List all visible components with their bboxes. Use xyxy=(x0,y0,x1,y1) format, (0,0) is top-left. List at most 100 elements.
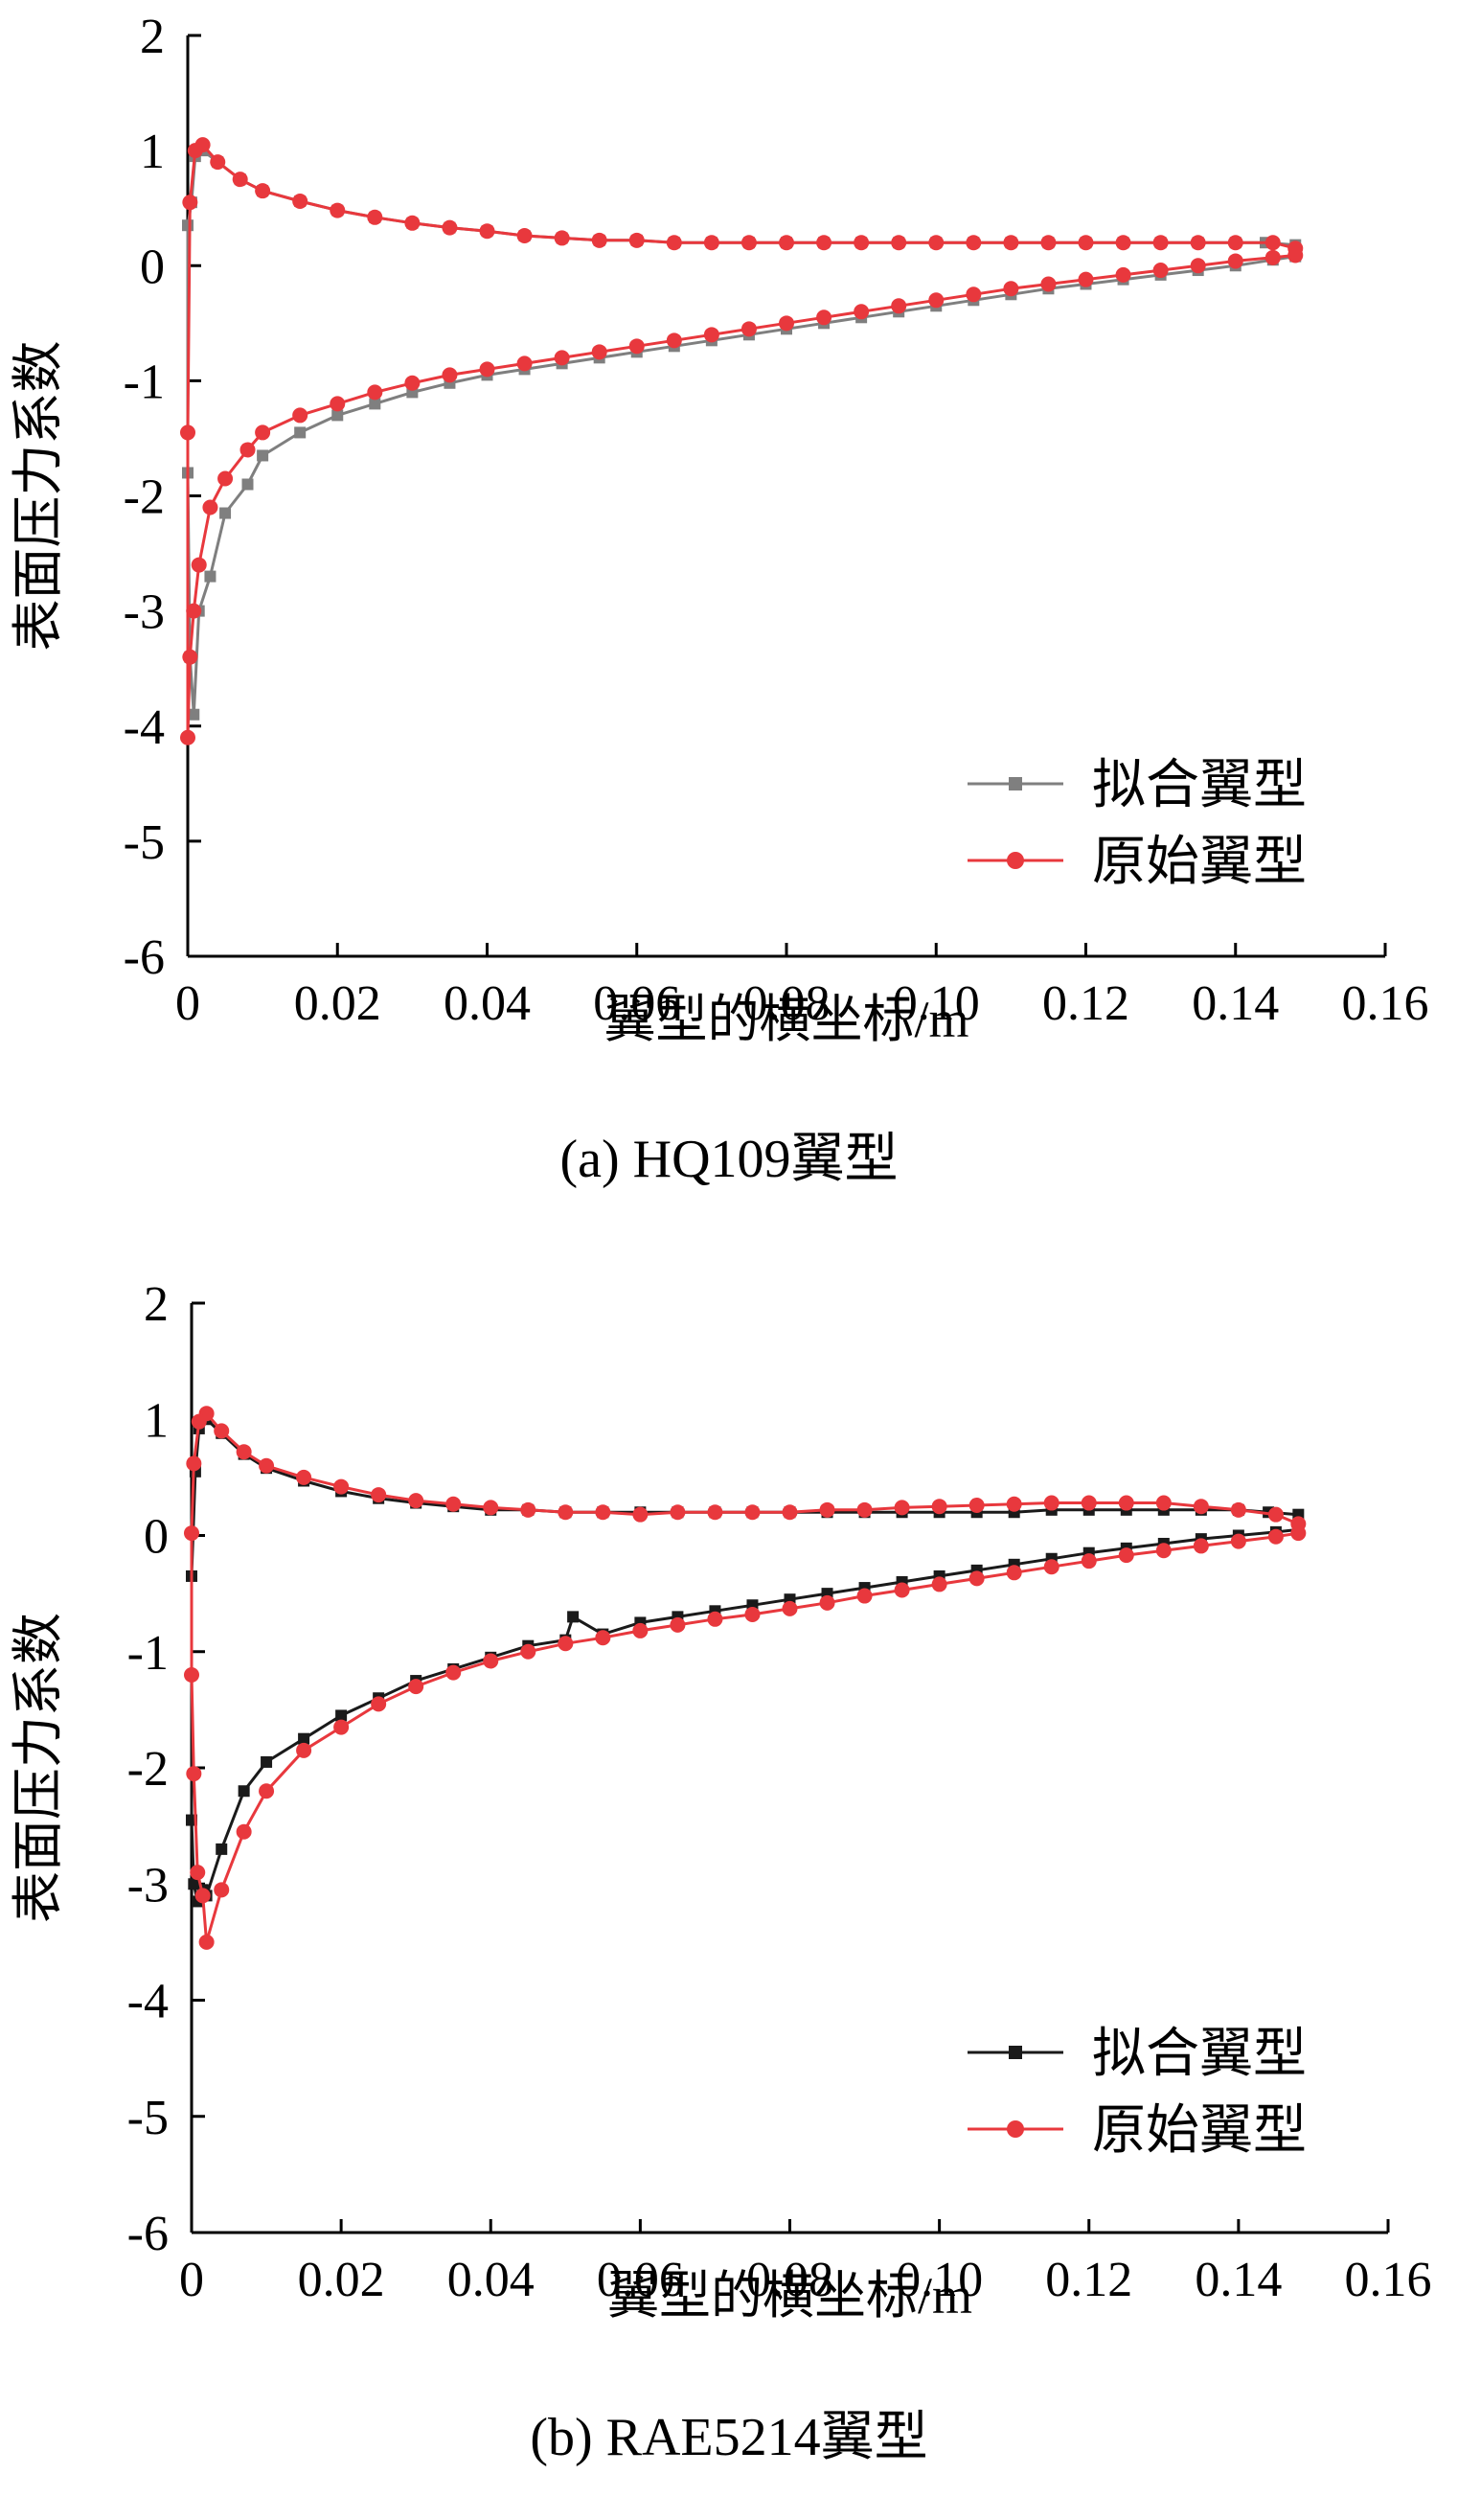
data-point-circle xyxy=(1287,247,1304,263)
data-point-circle xyxy=(1230,1501,1246,1518)
data-point-circle xyxy=(670,1504,686,1521)
data-point-circle xyxy=(1193,1538,1209,1554)
x-tick-label: 0.14 xyxy=(1192,976,1279,1031)
data-point-circle xyxy=(333,1478,350,1495)
data-point-circle xyxy=(670,1616,686,1633)
data-point-circle xyxy=(1190,258,1206,274)
data-point-circle xyxy=(891,235,907,251)
data-point-circle xyxy=(442,367,458,383)
data-point-circle xyxy=(520,1501,536,1518)
data-point-circle xyxy=(214,1882,230,1898)
data-point-circle xyxy=(479,223,495,240)
chart-panel-a: 0 0.02 0.04 0.06 0.08 0.10 0.12 0.14 0.16 2 1 0 -1 -2… xyxy=(10,10,1429,1189)
data-point-circle xyxy=(1155,1543,1172,1559)
data-point-circle xyxy=(210,154,226,171)
data-point-circle xyxy=(184,1525,199,1542)
legend-marker-circle xyxy=(1007,852,1024,869)
data-point-circle xyxy=(296,1469,312,1485)
data-point-circle xyxy=(1264,249,1281,265)
data-point-circle xyxy=(182,649,198,665)
x-tick-label: 0.16 xyxy=(1342,976,1429,1031)
data-point-circle xyxy=(928,292,945,309)
data-point-circle xyxy=(591,232,607,248)
series-original xyxy=(184,1406,1307,1950)
x-tick-label: 0.08 xyxy=(746,2253,833,2307)
data-point-circle xyxy=(255,424,271,441)
data-point-circle xyxy=(595,1504,611,1521)
y-tick-label: 2 xyxy=(144,1277,169,1332)
data-point-square xyxy=(294,426,307,439)
data-point-circle xyxy=(591,344,607,360)
data-point-circle xyxy=(707,1504,723,1521)
data-point-circle xyxy=(408,1679,424,1695)
data-point-circle xyxy=(190,1865,206,1881)
data-point-circle xyxy=(782,1504,798,1521)
data-point-circle xyxy=(1264,235,1281,251)
x-tick-label: 0.06 xyxy=(593,976,680,1031)
y-tick-label: 1 xyxy=(144,1393,169,1448)
data-point-square xyxy=(188,1878,200,1890)
data-point-circle xyxy=(856,1501,873,1518)
y-tick-label: 0 xyxy=(140,240,165,294)
legend-label: 拟合翼型 xyxy=(1092,2025,1307,2084)
data-point-circle xyxy=(779,315,794,332)
legend-label: 原始翼型 xyxy=(1092,2101,1307,2161)
data-point-square xyxy=(369,398,381,410)
data-point-circle xyxy=(445,1664,462,1681)
data-point-circle xyxy=(1227,253,1243,269)
data-point-circle xyxy=(1043,1495,1059,1511)
series-original xyxy=(180,137,1304,745)
data-point-circle xyxy=(666,235,682,251)
data-point-circle xyxy=(558,1636,574,1652)
x-tick-label: 0.16 xyxy=(1345,2253,1432,2307)
data-point-square xyxy=(182,219,194,232)
data-point-circle xyxy=(1043,1559,1059,1575)
data-point-circle xyxy=(1115,266,1131,283)
data-point-circle xyxy=(194,1888,211,1904)
data-point-circle xyxy=(232,172,248,188)
data-point-circle xyxy=(330,396,346,412)
data-point-circle xyxy=(202,499,218,515)
data-point-circle xyxy=(740,321,757,337)
data-point-circle xyxy=(632,1622,649,1638)
data-point-circle xyxy=(236,1823,252,1840)
data-point-square xyxy=(241,478,254,491)
data-point-circle xyxy=(236,1444,252,1460)
data-point-square xyxy=(331,409,344,422)
series-fitted xyxy=(186,1413,1305,1908)
data-point-circle xyxy=(1190,235,1206,251)
data-point-circle xyxy=(259,1783,275,1799)
y-tick-label: 2 xyxy=(140,10,165,64)
data-point-circle xyxy=(259,1457,275,1474)
x-tick-label: 0.08 xyxy=(743,976,831,1031)
series-line xyxy=(190,1411,1299,1944)
data-point-circle xyxy=(854,235,870,251)
data-point-circle xyxy=(931,1499,947,1515)
figure-caption: (b) RAE5214翼型 xyxy=(530,2408,927,2467)
data-point-circle xyxy=(595,1630,611,1646)
legend-label: 原始翼型 xyxy=(1092,833,1307,892)
data-point-circle xyxy=(191,1413,207,1430)
data-point-square xyxy=(567,1611,580,1623)
data-point-circle xyxy=(819,1501,835,1518)
data-point-circle xyxy=(554,230,570,246)
data-point-square xyxy=(261,1755,273,1768)
data-point-circle xyxy=(404,215,421,231)
data-point-circle xyxy=(891,298,907,314)
y-tick-label: 0 xyxy=(144,1510,169,1565)
y-tick-label: -6 xyxy=(127,2207,169,2261)
data-point-circle xyxy=(1003,281,1019,297)
data-point-circle xyxy=(703,327,719,343)
data-point-circle xyxy=(1078,235,1094,251)
data-point-circle xyxy=(1040,235,1057,251)
data-point-circle xyxy=(628,232,645,248)
data-point-square xyxy=(257,449,269,462)
x-tick-label: 0 xyxy=(179,2253,204,2307)
data-point-circle xyxy=(816,235,832,251)
legend-label: 拟合翼型 xyxy=(1092,756,1307,815)
data-point-circle xyxy=(558,1504,574,1521)
data-point-circle xyxy=(1230,1533,1246,1549)
y-tick-label: 1 xyxy=(140,125,165,179)
data-point-circle xyxy=(1118,1495,1134,1511)
